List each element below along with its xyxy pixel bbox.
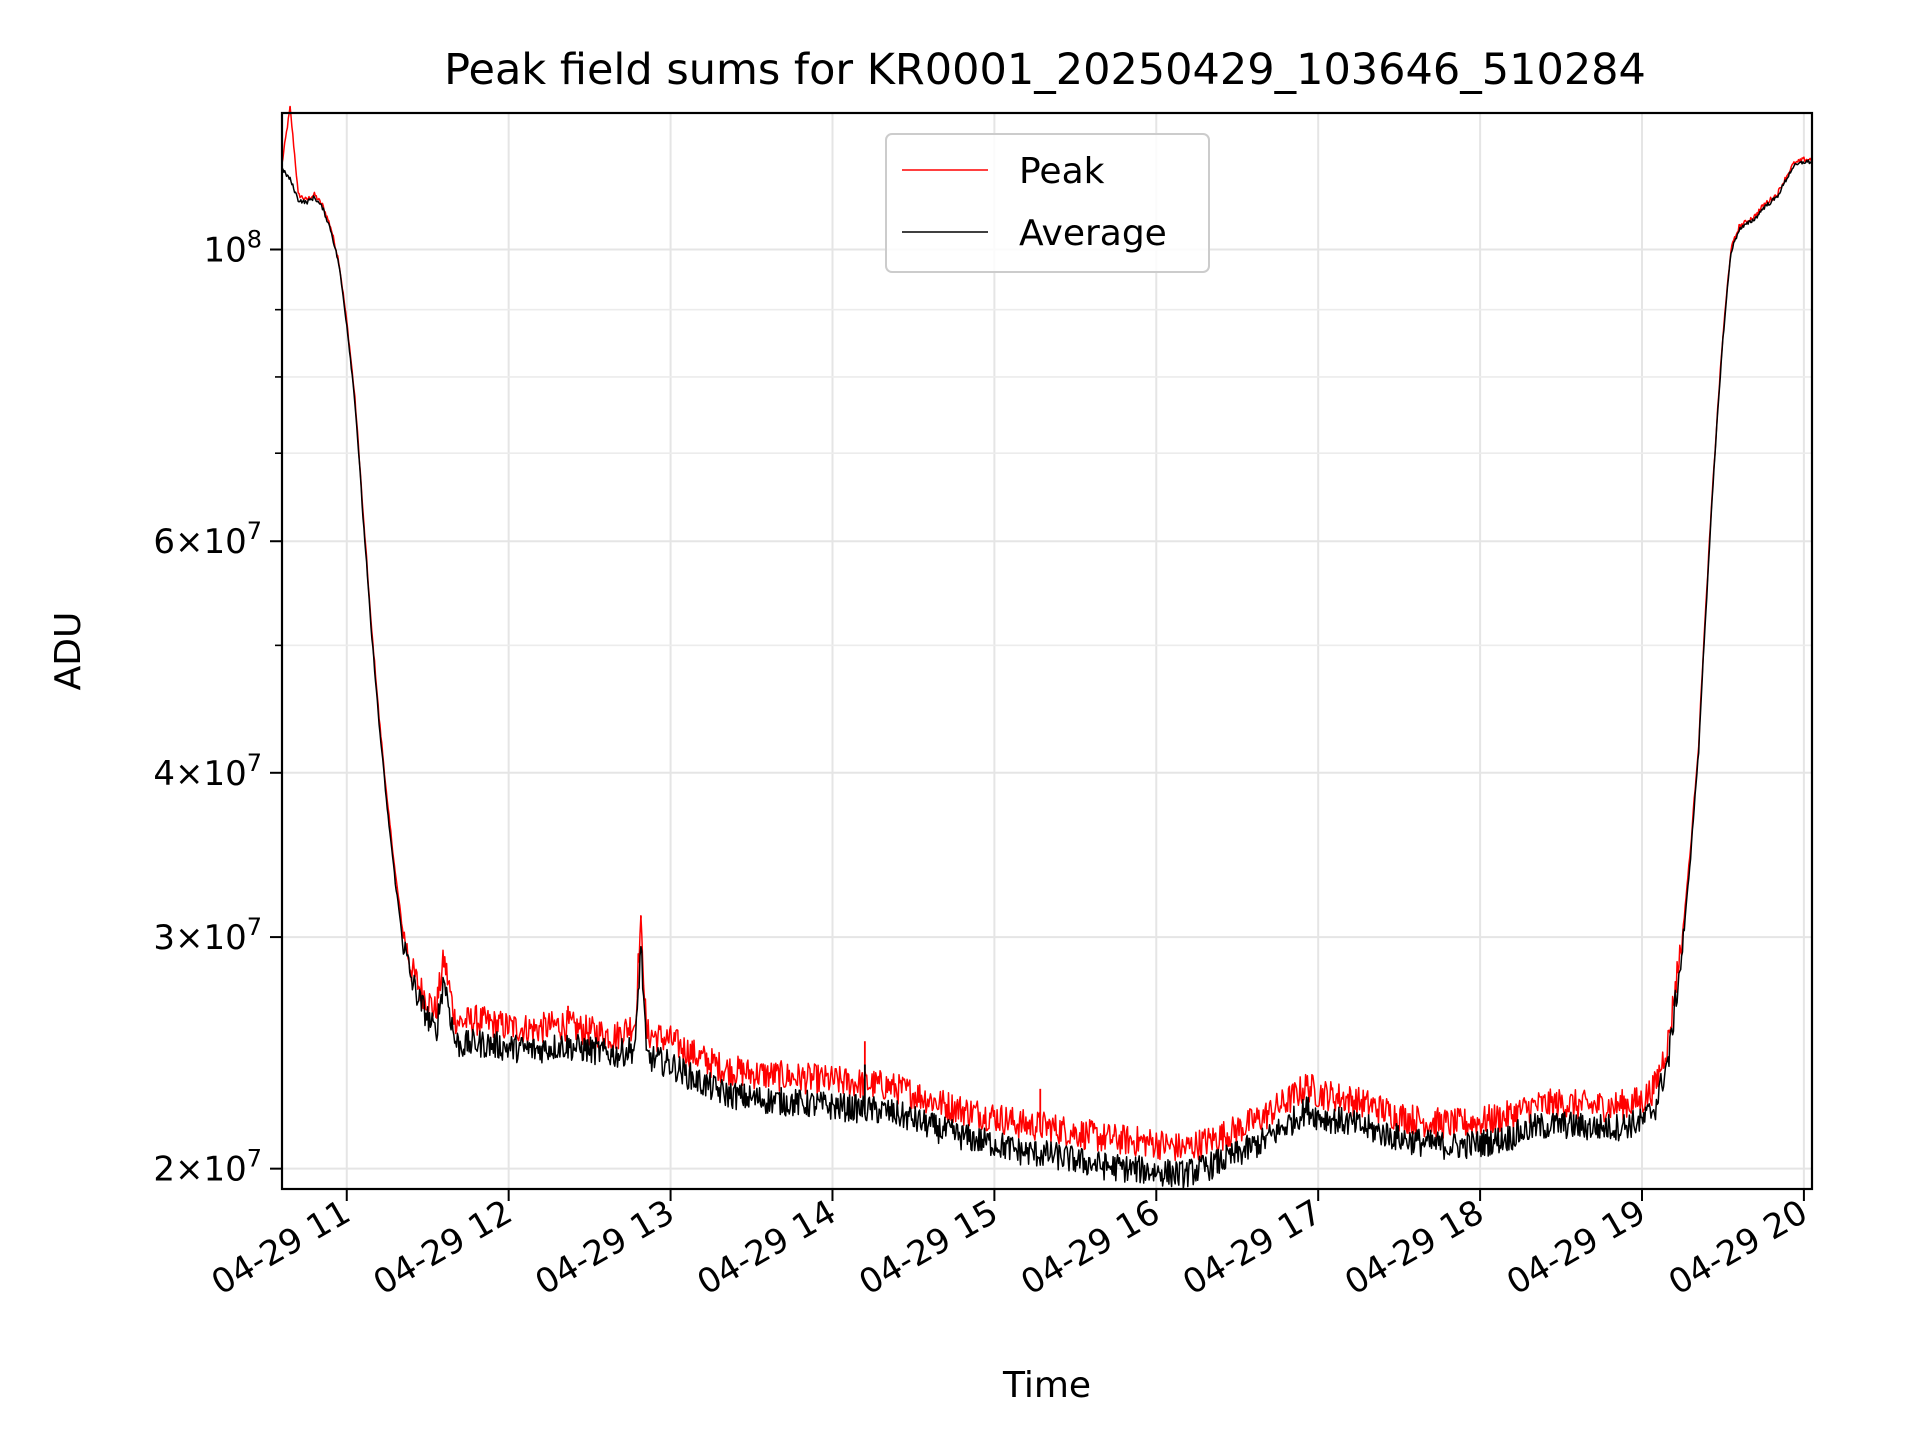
legend: Peak Average: [885, 133, 1210, 273]
y-tick-label: 108: [203, 226, 262, 271]
y-tick-label: 2×107: [153, 1145, 262, 1190]
legend-label-peak: Peak: [1019, 151, 1105, 192]
y-tick-mantissa: 10: [203, 231, 246, 271]
y-axis-label: ADU: [48, 612, 89, 691]
y-tick-mantissa: 2×10: [153, 1150, 246, 1190]
y-tick-mantissa: 4×10: [153, 754, 246, 794]
plot-area-frame: [280, 111, 1814, 1191]
y-tick-exponent: 7: [247, 517, 262, 545]
y-tick-mantissa: 3×10: [153, 918, 246, 958]
y-tick-exponent: 7: [247, 749, 262, 777]
legend-box: [885, 133, 1210, 273]
series-line-peak: [281, 105, 1813, 1162]
x-axis-label: Time: [1002, 1365, 1091, 1406]
y-tick-mantissa: 6×10: [153, 522, 246, 562]
y-tick-label: 4×107: [153, 749, 262, 794]
legend-label-average: Average: [1019, 213, 1167, 254]
y-tick-label: 6×107: [153, 517, 262, 562]
chart-title: Peak field sums for KR0001_20250429_1036…: [444, 45, 1646, 95]
y-tick-exponent: 7: [247, 1145, 262, 1173]
series-line-average: [281, 159, 1813, 1190]
y-tick-label: 3×107: [153, 913, 262, 958]
y-tick-exponent: 8: [247, 226, 262, 254]
y-tick-exponent: 7: [247, 913, 262, 941]
series-layer: [281, 105, 1813, 1190]
